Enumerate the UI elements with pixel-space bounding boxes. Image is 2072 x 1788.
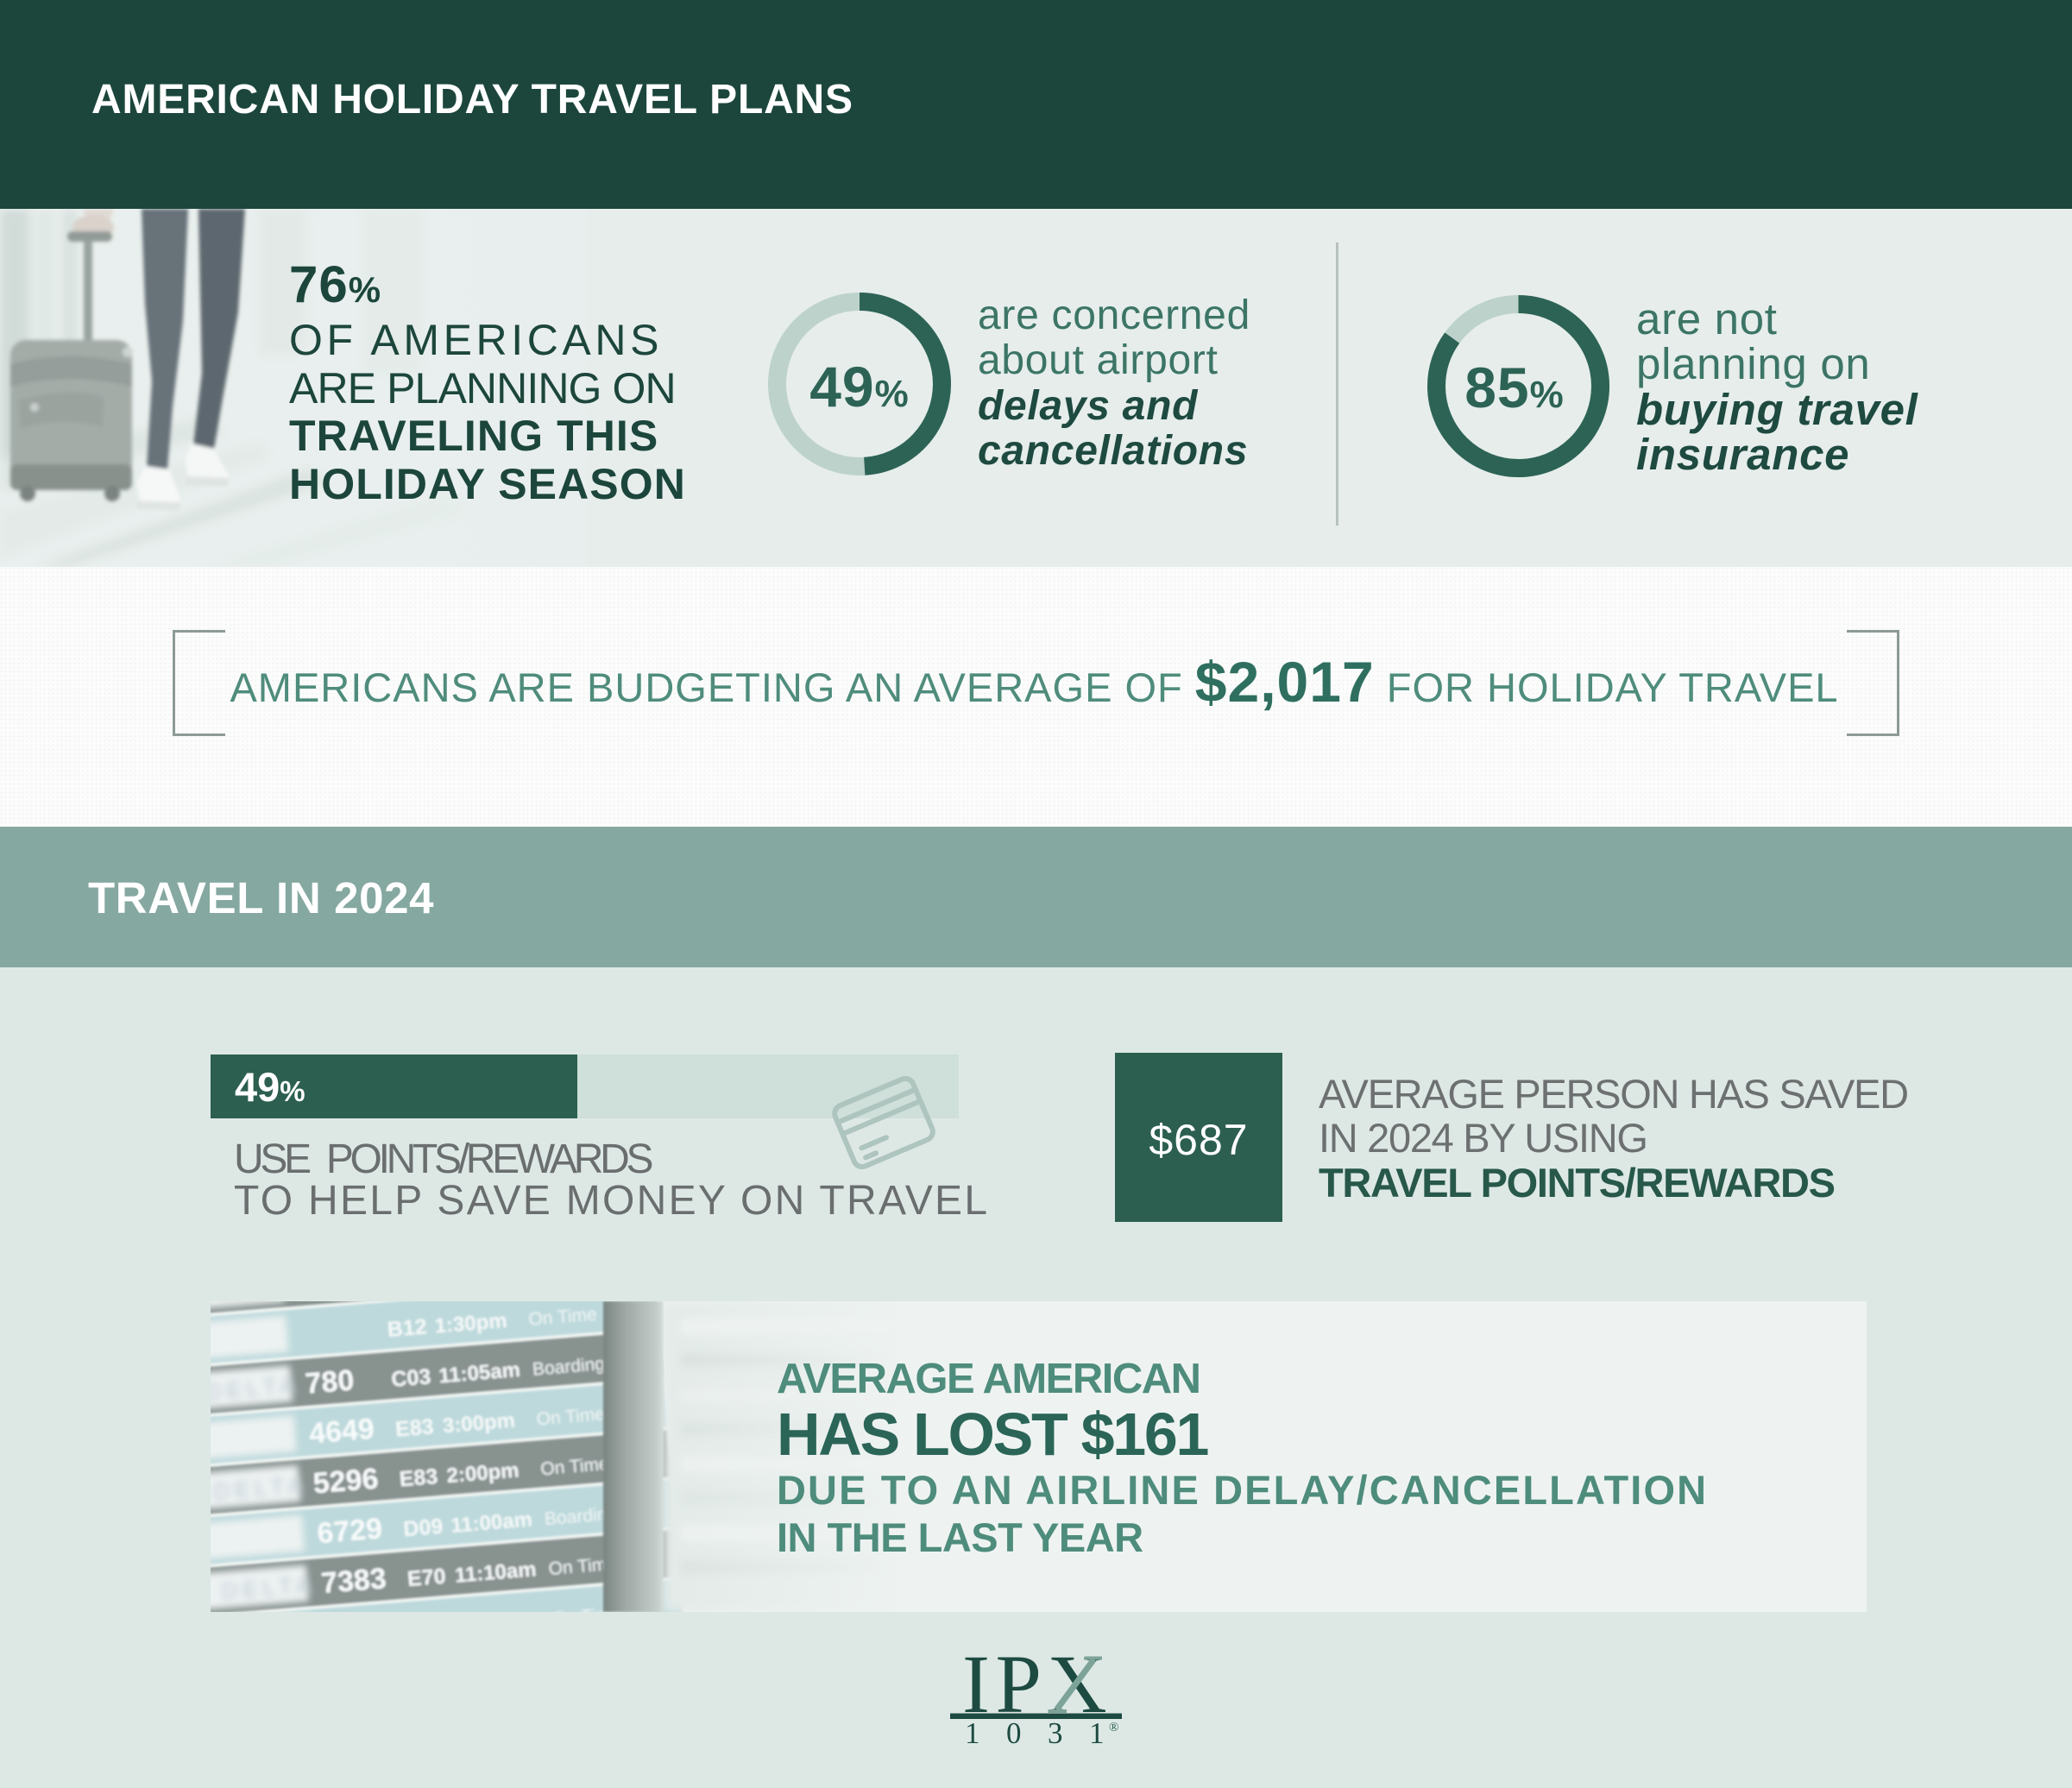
svg-text:®: ® — [1109, 1721, 1118, 1734]
svg-text:1031: 1031 — [965, 1716, 1130, 1750]
